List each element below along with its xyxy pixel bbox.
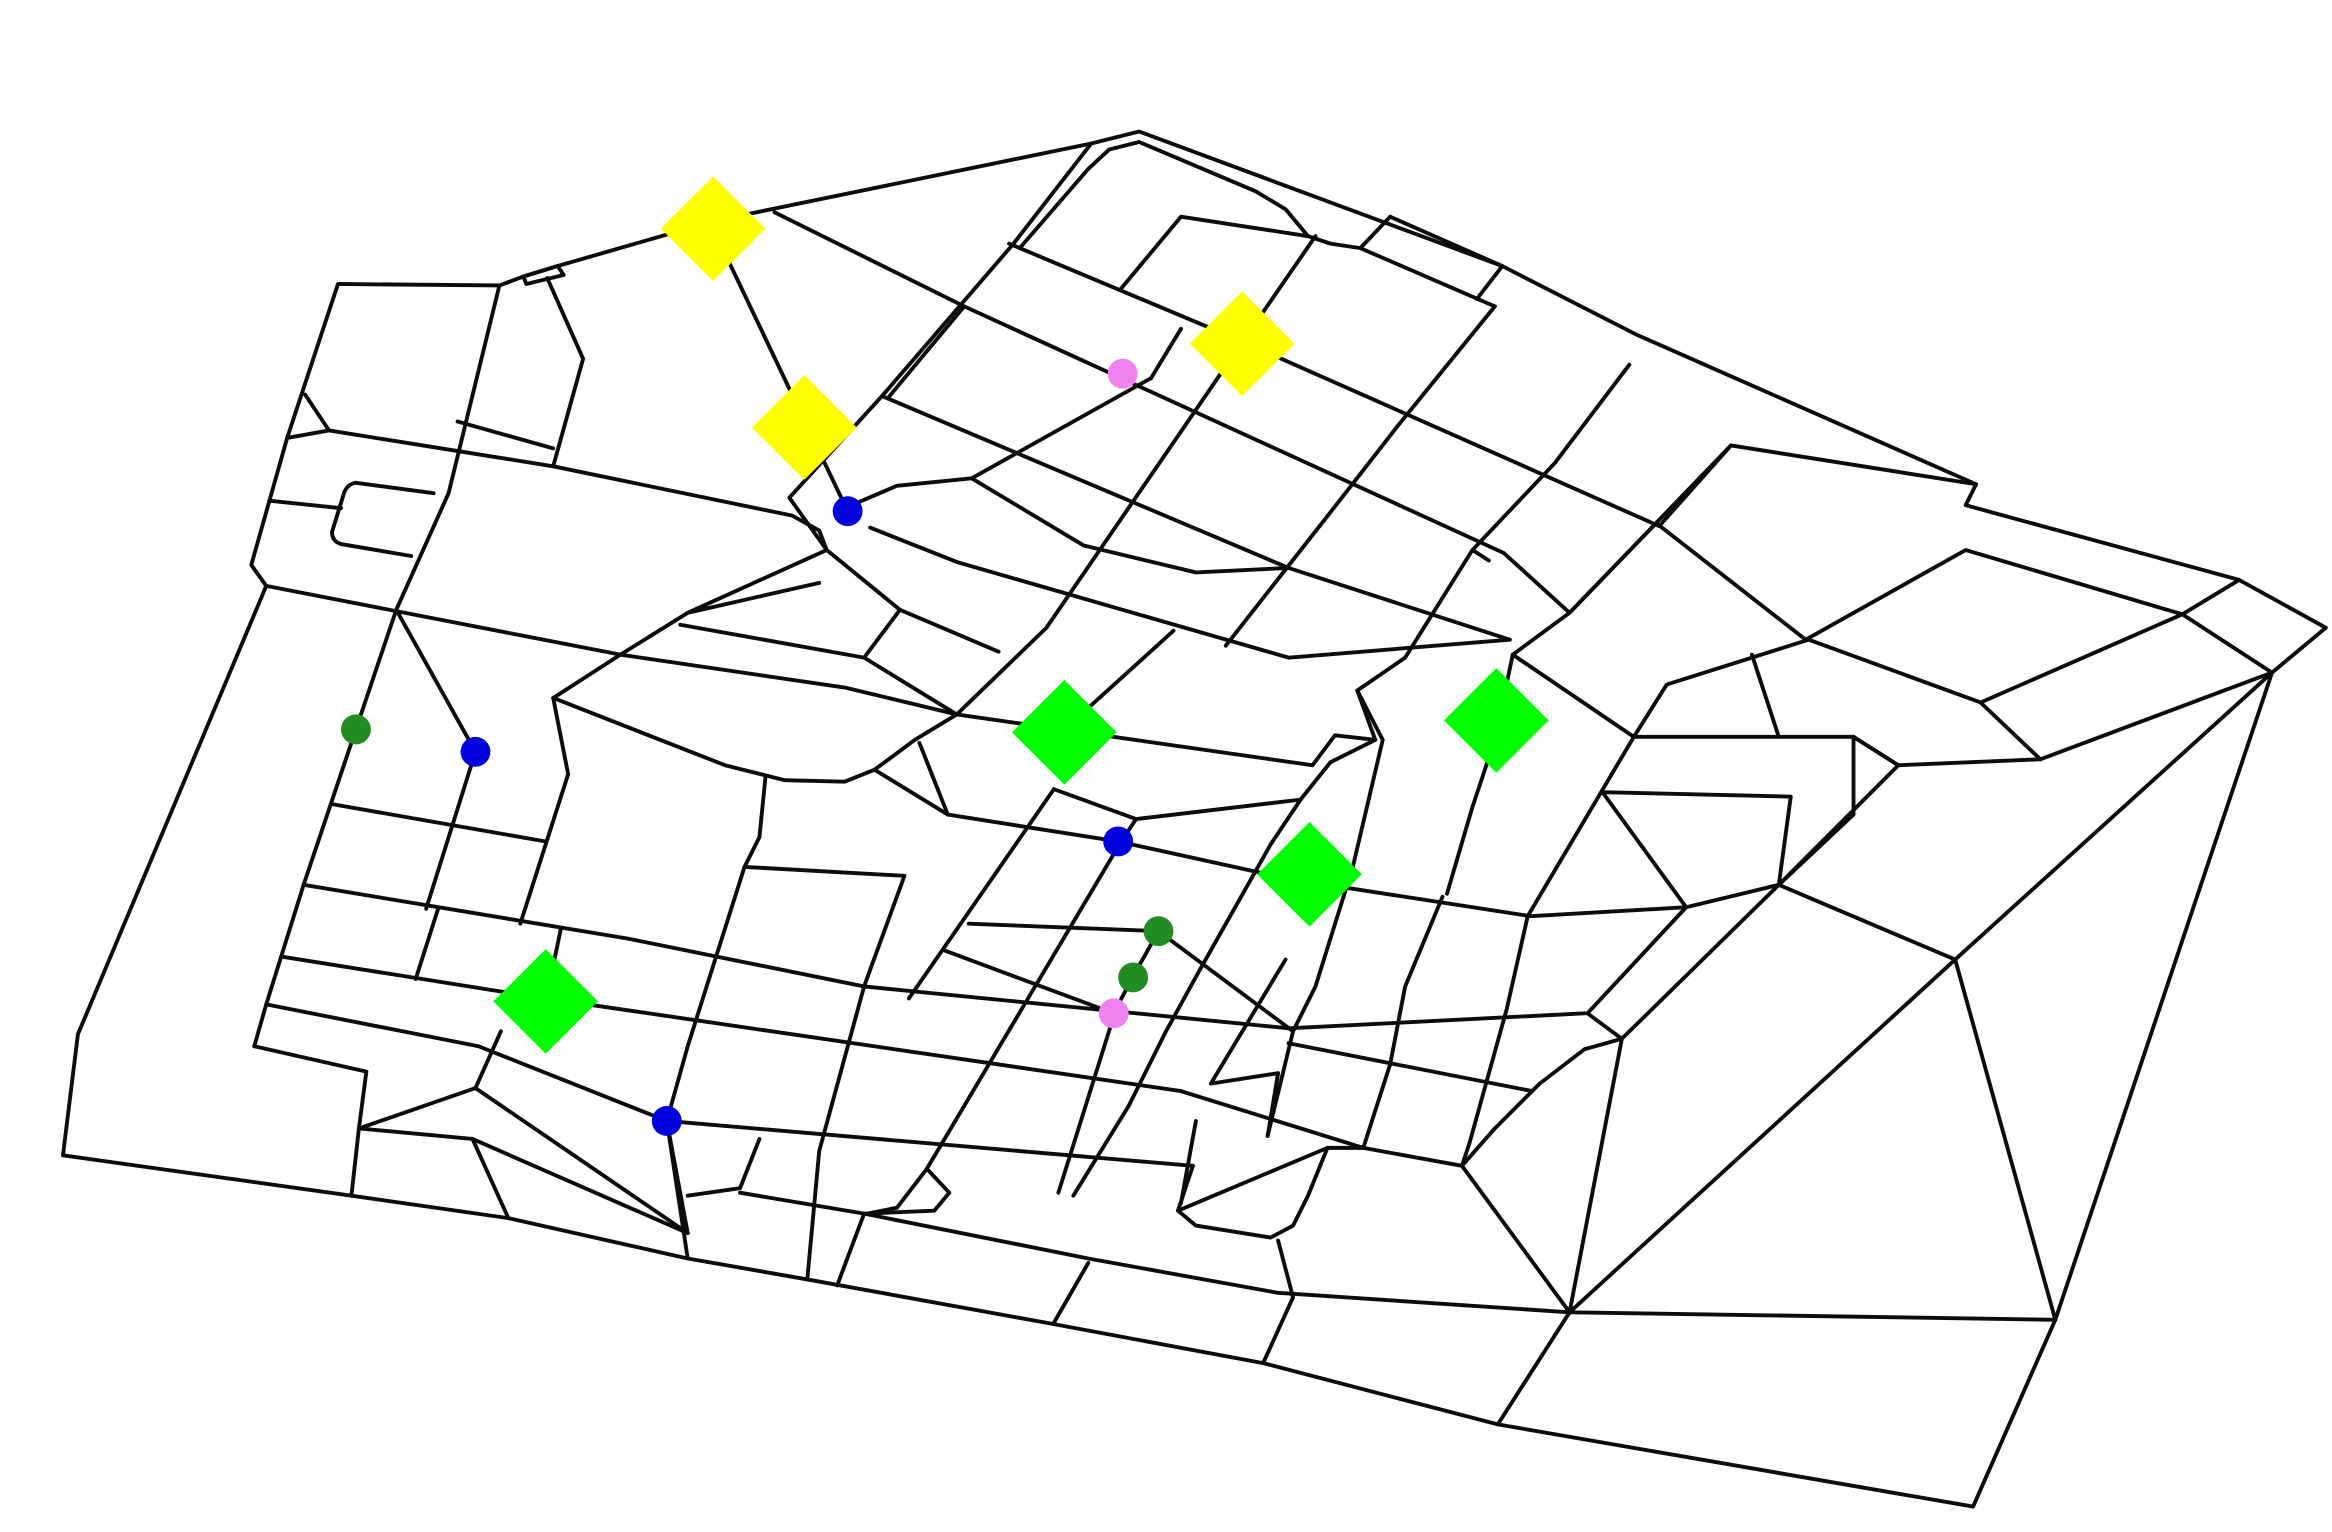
road-west-6 — [267, 498, 343, 511]
road-center-7 — [895, 817, 1139, 1210]
road-center-17 — [1286, 914, 1535, 1168]
road-center-19 — [1361, 894, 1445, 1150]
road-center-8 — [1310, 688, 1378, 768]
road-west-3 — [455, 419, 556, 451]
road-west-11 — [618, 548, 829, 657]
road-north-1 — [521, 264, 566, 286]
road-center-10 — [1298, 737, 1378, 802]
road-north-7 — [1119, 214, 1310, 291]
road-center-2 — [742, 864, 907, 1282]
pink-dot-1 — [1107, 358, 1138, 389]
green-diamond-3 — [1257, 822, 1362, 927]
road-north-12 — [842, 376, 1153, 511]
road-east-3 — [1749, 652, 1781, 739]
road-east-5 — [1525, 734, 1636, 919]
road-west-14 — [551, 696, 959, 784]
road-east-13 — [1619, 882, 1781, 1041]
road-south-9 — [1176, 1145, 1330, 1213]
road-diag-1 — [954, 234, 1318, 717]
road-north-5 — [1019, 140, 1142, 249]
road-center-13 — [942, 948, 1116, 1016]
dot-markers — [340, 358, 1174, 1136]
blue-dot-4 — [651, 1106, 682, 1136]
road-east-15 — [1459, 1036, 1624, 1168]
road-west-2 — [545, 276, 586, 469]
road-east-4 — [1978, 612, 2274, 705]
road-north-13 — [969, 476, 1291, 575]
road-north-14 — [1149, 326, 1183, 381]
road-diag-2 — [1223, 304, 1497, 648]
road-center-14 — [1156, 929, 1295, 1034]
road-south-6 — [1051, 1261, 1091, 1325]
road-link-yellow — [711, 226, 850, 514]
road-center-4 — [917, 740, 950, 817]
road-west-12 — [551, 652, 623, 700]
road-center-11 — [1126, 797, 1303, 1108]
road-west-16 — [862, 607, 1001, 717]
road-west-24 — [356, 1086, 690, 1236]
road-west-1 — [394, 283, 502, 612]
road-north-9 — [887, 304, 967, 399]
road-south-8 — [1176, 1145, 1366, 1240]
road-south-2 — [738, 1166, 952, 1216]
road-west-10 — [252, 607, 399, 1049]
road-center-6 — [906, 787, 1056, 1001]
road-west-17 — [330, 802, 548, 844]
road-east-11 — [1567, 957, 1958, 1315]
road-center-3 — [872, 767, 1958, 962]
road-east-8 — [1776, 734, 1901, 887]
road-east-12 — [1495, 1011, 1624, 1427]
road-diag-4 — [1510, 443, 1733, 657]
blue-dot-2 — [460, 736, 491, 767]
road-west-26 — [470, 1136, 690, 1236]
road-east-2 — [1631, 637, 2043, 762]
road-south-1 — [685, 1136, 762, 1198]
road-center-16 — [1056, 1014, 1131, 1198]
road-north-11 — [868, 525, 1512, 660]
road-link-south — [664, 1119, 690, 1236]
road-north-8 — [1358, 214, 1505, 301]
road-center-12 — [966, 921, 1161, 1016]
road-south-3 — [835, 1211, 867, 1288]
road-east-9 — [1953, 670, 2274, 962]
road-west-7 — [330, 480, 436, 558]
green-diamond-4 — [493, 949, 599, 1054]
road-west-4 — [327, 428, 829, 552]
road-west-13 — [518, 696, 571, 926]
road-west-20 — [264, 1002, 1195, 1168]
blue-dot-1 — [832, 496, 863, 527]
road-west-15 — [678, 548, 902, 660]
green-dot-1 — [340, 714, 371, 745]
road-east-16 — [1470, 548, 1491, 563]
road-west-5 — [285, 392, 331, 440]
road-center-9 — [1265, 688, 1385, 1138]
road-south-4 — [865, 1205, 899, 1216]
road-west-23 — [252, 1044, 369, 1198]
road-east-10 — [1953, 957, 2058, 1322]
blue-dot-3 — [1103, 826, 1134, 857]
pink-dot-2 — [1098, 998, 1129, 1029]
green-dot-2 — [1143, 916, 1174, 947]
road-east-7 — [1585, 790, 1689, 1016]
road-north-3 — [1007, 241, 1979, 529]
green-diamond-2 — [1444, 668, 1549, 773]
road-east-14 — [1459, 1163, 1572, 1315]
road-south-7 — [1261, 1295, 1295, 1366]
road-west-22 — [473, 1029, 503, 1091]
road-south-11 — [1179, 1119, 1198, 1206]
road-south-5 — [862, 1211, 2058, 1322]
yellow-diamond-2 — [751, 375, 857, 480]
green-dot-3 — [1118, 962, 1149, 993]
road-south-10 — [1276, 1238, 1295, 1300]
road-center-15 — [1208, 957, 1288, 1138]
